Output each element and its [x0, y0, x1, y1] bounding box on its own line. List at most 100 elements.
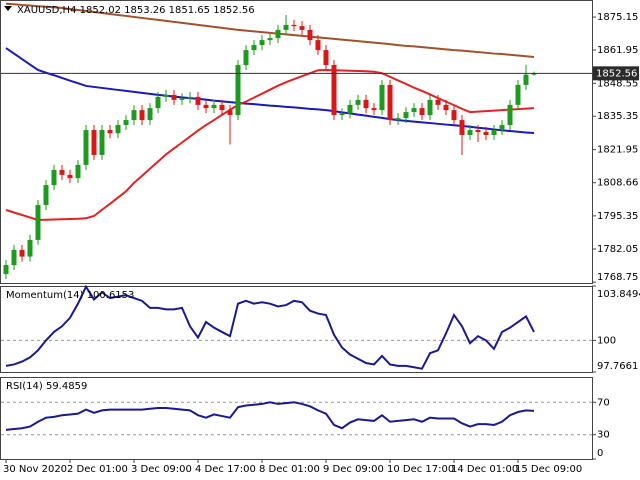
- candle-body: [187, 96, 193, 99]
- rsi-panel-frame: [0, 377, 593, 460]
- candle-body: [435, 99, 441, 105]
- candle-body: [371, 108, 377, 111]
- candle-body: [195, 96, 201, 105]
- x-tick-label: 10 Dec 17:00: [387, 464, 454, 475]
- candle-body: [499, 125, 505, 131]
- candle-body: [291, 24, 297, 27]
- current-price-box: [593, 66, 639, 81]
- candle-body: [523, 74, 529, 85]
- y-tick-label: 30: [597, 430, 610, 441]
- candle-body: [339, 113, 345, 116]
- candle-body: [491, 130, 497, 136]
- candle-body: [395, 118, 401, 121]
- candle-body: [531, 73, 537, 75]
- candle-body: [259, 40, 265, 46]
- candle-body: [99, 130, 105, 155]
- candle-body: [355, 99, 361, 105]
- y-tick-label: 1835.35: [597, 111, 638, 122]
- candle-body: [19, 249, 25, 257]
- main-panel-frame: [0, 0, 593, 284]
- candle-body: [451, 110, 457, 121]
- candle-body: [123, 120, 129, 126]
- y-tick-label: 1768.75: [597, 272, 638, 283]
- x-tick-label: 14 Dec 01:00: [451, 464, 518, 475]
- candle-body: [171, 94, 177, 100]
- candle-body: [27, 239, 33, 257]
- y-tick-label: 103.8494: [597, 289, 640, 300]
- x-tick-label: 30 Nov 2020: [3, 464, 67, 475]
- candle-body: [307, 29, 313, 41]
- y-tick-label: 1821.95: [597, 145, 638, 156]
- candle-body: [139, 110, 145, 121]
- y-tick-label: 1875.15: [597, 12, 638, 23]
- candle-body: [243, 50, 249, 66]
- candle-body: [107, 130, 113, 134]
- moving-average: [5, 47, 535, 135]
- x-tick-label: 9 Dec 09:00: [323, 464, 384, 475]
- candle-body: [467, 130, 473, 136]
- candle-body: [203, 104, 209, 109]
- candle-body: [267, 38, 273, 41]
- frames: [0, 0, 593, 460]
- candle-body: [67, 174, 73, 179]
- candle-body: [219, 104, 225, 111]
- indicator-line: [5, 284, 535, 370]
- y-tick-label: 97.7661: [597, 361, 638, 372]
- candle-body: [11, 249, 17, 266]
- candle-body: [75, 164, 81, 179]
- candle-body: [35, 205, 41, 240]
- candle-body: [459, 120, 465, 136]
- candle-body: [443, 104, 449, 111]
- candle-body: [155, 96, 161, 109]
- main-title: XAUUSD,H4 1852.02 1853.26 1851.65 1852.5…: [17, 5, 255, 16]
- candle-body: [163, 94, 169, 97]
- candle-body: [411, 108, 417, 113]
- y-tick-label: 0: [597, 448, 603, 459]
- candle-body: [283, 24, 289, 30]
- candle-body: [147, 108, 153, 121]
- candle-body: [331, 65, 337, 116]
- x-tick-label: 15 Dec 09:00: [515, 464, 582, 475]
- candle-body: [507, 104, 513, 126]
- y-tick-label: 1782.05: [597, 244, 638, 255]
- indicator-line: [5, 401, 535, 431]
- current-price-label: 1852.56: [596, 68, 637, 79]
- y-tick-label: 1808.66: [597, 178, 638, 189]
- candle-body: [211, 104, 217, 109]
- candle-body: [515, 84, 521, 105]
- momentum-panel-frame: [0, 286, 593, 373]
- candle-body: [115, 125, 121, 134]
- y-tick-label: 70: [597, 397, 610, 408]
- rsi-title: RSI(14) 59.4859: [6, 381, 87, 392]
- momentum-title: Momentum(14) 100.6153: [6, 290, 134, 301]
- candle-body: [363, 99, 369, 109]
- candle-body: [475, 130, 481, 133]
- candle-body: [427, 99, 433, 116]
- y-tick-label: 100: [597, 335, 616, 346]
- candle-body: [59, 169, 65, 175]
- candle-body: [403, 112, 409, 119]
- candle-body: [83, 130, 89, 165]
- candle-body: [91, 130, 97, 155]
- candle-body: [347, 104, 353, 114]
- menu-triangle: [4, 6, 12, 11]
- candle-body: [315, 40, 321, 51]
- candle-body: [419, 108, 425, 116]
- x-tick-label: 2 Dec 01:00: [67, 464, 128, 475]
- candle-body: [323, 50, 329, 66]
- candle-body: [3, 265, 9, 275]
- candle-body: [51, 169, 57, 186]
- y-tick-label: 1848.55: [597, 78, 638, 89]
- x-tick-label: 4 Dec 17:00: [195, 464, 256, 475]
- candle-body: [379, 84, 385, 111]
- candle-body: [43, 185, 49, 206]
- y-tick-label: 1795.35: [597, 211, 638, 222]
- candle-body: [275, 29, 281, 39]
- candle-body: [131, 110, 137, 121]
- candle-body: [299, 26, 305, 30]
- candle-body: [483, 132, 489, 136]
- candle-body: [235, 65, 241, 116]
